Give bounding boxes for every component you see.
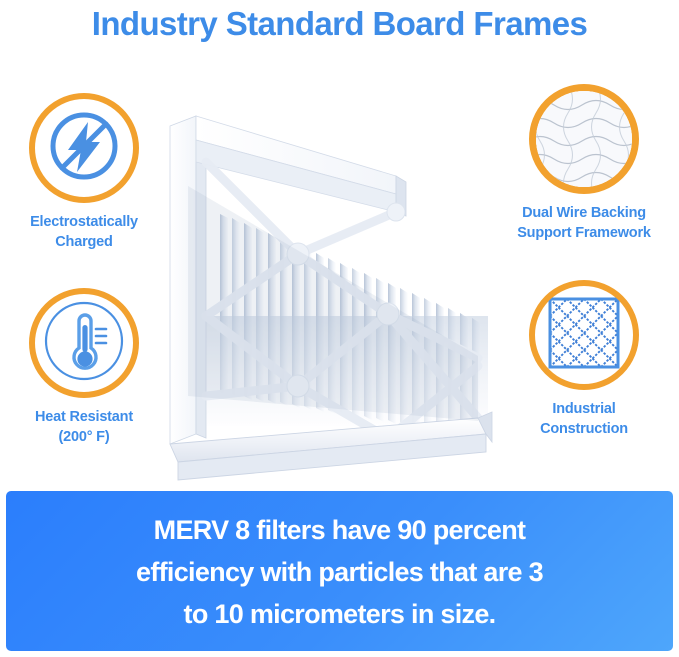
banner-line-2: efficiency with particles that are 3 [136, 557, 544, 587]
feature-label: Dual Wire Backing Support Framework [500, 203, 668, 243]
feature-industrial-construction: Industrial Construction [500, 280, 668, 439]
merv-rating-banner: MERV 8 filters have 90 percent efficienc… [6, 491, 673, 651]
feature-label: Industrial Construction [500, 399, 668, 439]
feature-label-line1: Industrial [552, 401, 616, 417]
feature-label-line2: Charged [55, 234, 113, 250]
feature-label: Electrostatically Charged [0, 212, 168, 252]
feature-label-line2: Support Framework [517, 225, 651, 241]
badge-ring [29, 93, 139, 203]
banner-line-3: to 10 micrometers in size. [183, 599, 497, 629]
product-image [148, 66, 518, 481]
thermometer-icon [38, 295, 130, 392]
feature-label-line2: (200° F) [58, 429, 110, 445]
feature-label-line1: Electrostatically [30, 214, 138, 230]
feature-label-line2: Construction [540, 421, 628, 437]
badge-ring [529, 280, 639, 390]
page-title: Industry Standard Board Frames [91, 5, 588, 42]
feature-heat-resistant: Heat Resistant (200° F) [0, 288, 168, 447]
no-lightning-bolt-icon [44, 106, 124, 191]
lattice-square-icon [546, 295, 622, 376]
feature-label-line1: Heat Resistant [35, 409, 133, 425]
feature-electrostatically-charged: Electrostatically Charged [0, 93, 168, 252]
wire-mesh-photo-icon [536, 91, 632, 187]
banner-line-1: MERV 8 filters have 90 percent [153, 515, 526, 545]
feature-label: Heat Resistant (200° F) [0, 407, 168, 447]
badge-ring [529, 84, 639, 194]
feature-dual-wire-backing: Dual Wire Backing Support Framework [500, 84, 668, 243]
badge-ring [29, 288, 139, 398]
feature-label-line1: Dual Wire Backing [522, 205, 646, 221]
